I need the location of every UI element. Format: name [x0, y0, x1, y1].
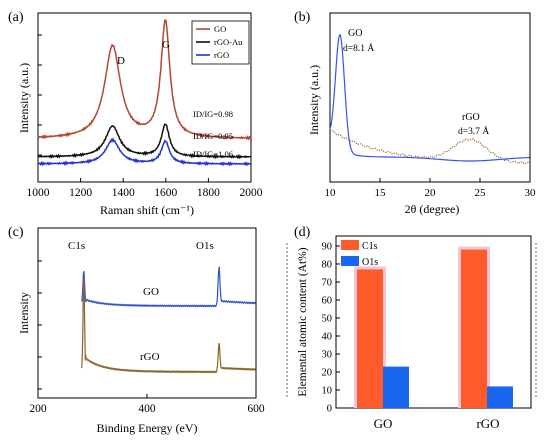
o1s-label: O1s — [196, 240, 214, 252]
panel-b-label: (b) — [294, 10, 311, 25]
panel-b-xtick-label: 20 — [425, 187, 437, 199]
panel-d-ytick-label: 40 — [322, 332, 333, 343]
panel-c: (c) C1s O1s GO rGO 200 400 600 Binding Ene… — [8, 225, 537, 435]
xps-go-curve — [81, 266, 257, 308]
panel-c-xtick-label: 600 — [247, 403, 265, 415]
panel-a-xtick-label: 1200 — [69, 187, 92, 199]
panel-c-xtick-label: 200 — [29, 403, 47, 415]
xps-rgo-name: rGO — [140, 351, 160, 363]
panel-b-xtick-label: 30 — [525, 187, 537, 199]
panel-c-ylabel: Intensity — [17, 292, 31, 334]
raman-rgo-curve — [38, 137, 252, 167]
panel-a-xtick-label: 2000 — [240, 187, 263, 199]
rgo-au-ratio-label: ID/IG=0.95 — [193, 131, 233, 141]
panel-a-ylabel: Intensity (a.u.) — [17, 63, 31, 133]
bar-c1s-go — [357, 269, 383, 408]
category-rgo-label: rGO — [476, 416, 499, 431]
legend-c1s-swatch — [341, 240, 359, 250]
panel-b: (b) GO d=8.1 Å rGO d=3.7 Å 10 15 20 25 30 2θ… — [294, 10, 536, 216]
panel-a-ticks — [37, 34, 252, 182]
panel-a-xtick-labels: 1000 1200 1400 1600 1800 2000 — [27, 187, 263, 199]
panel-d-ytick-label: 20 — [322, 368, 333, 379]
panel-a-xlabel: Raman shift (cm⁻¹) — [100, 203, 194, 217]
legend-c1s-label: C1s — [362, 241, 378, 252]
panel-d-frame — [335, 235, 532, 409]
panel-c-xtick-labels: 200 400 600 — [29, 403, 265, 415]
panel-b-xlabel: 2θ (degree) — [405, 202, 460, 216]
panel-b-xtick-label: 25 — [475, 187, 487, 199]
panel-d-ytick-label: 80 — [322, 260, 333, 271]
legend-go-label: GO — [214, 24, 226, 34]
panel-a-curves — [37, 19, 252, 167]
panel-b-ticks — [329, 178, 531, 182]
panel-d-bars — [354, 246, 513, 408]
panel-c-xtick-label: 400 — [138, 403, 156, 415]
xrd-go-name: GO — [348, 28, 362, 39]
xps-rgo-curve — [81, 277, 257, 374]
panel-a-frame — [37, 12, 252, 183]
c1s-label: C1s — [68, 240, 85, 252]
xrd-go-spacing: d=8.1 Å — [343, 42, 374, 54]
panel-a-xtick-label: 1600 — [154, 187, 177, 199]
rgo-ratio-label: ID/IG=1.06 — [193, 149, 233, 159]
d-band-label: D — [117, 55, 125, 67]
panel-a-xtick-label: 1800 — [197, 187, 220, 199]
raman-rgo-au-curve — [37, 123, 252, 160]
panel-b-xtick-label: 15 — [375, 187, 387, 199]
panel-d-ytick-label: 30 — [322, 350, 333, 361]
legend-rgo-au-label: rGO-Au — [214, 37, 243, 47]
legend-o1s-label: O1s — [362, 257, 378, 268]
panel-d-ylabel: Elemental atomic content (At%) — [297, 247, 309, 396]
panel-d-ytick-label: 0 — [327, 404, 332, 415]
raman-go-curve — [37, 19, 252, 141]
panel-d-ytick-label: 70 — [322, 278, 333, 289]
panel-d: (d) 0 10 20 30 40 50 60 70 80 90 C1s O1s GO rGO E… — [294, 225, 532, 431]
go-ratio-label: ID/IG=0.98 — [193, 109, 233, 119]
legend-o1s-swatch — [341, 256, 359, 266]
panel-a-legend: GO rGO-Au rGO — [191, 20, 250, 65]
xrd-rgo-spacing: d=3.7 Å — [458, 125, 489, 137]
panel-c-label: (c) — [8, 225, 24, 240]
panel-c-ticks — [37, 260, 257, 398]
panel-a-xtick-label: 1000 — [27, 187, 50, 199]
bar-o1s-go — [383, 366, 409, 408]
panel-b-xtick-label: 10 — [325, 187, 337, 199]
panel-a: (a) D G ID/IG=0.98 ID/IG=0.95 ID/IG=1.06… — [8, 10, 263, 217]
panel-d-ytick-label: 10 — [322, 386, 333, 397]
legend-rgo-label: rGO — [214, 50, 229, 60]
panel-d-label: (d) — [294, 225, 311, 240]
panel-d-ytick-label: 50 — [322, 314, 333, 325]
panel-b-ylabel: Intensity (a.u.) — [307, 65, 321, 135]
panel-d-y-axis: 0 10 20 30 40 50 60 70 80 90 — [322, 242, 340, 415]
panel-d-ytick-label: 60 — [322, 296, 333, 307]
panel-a-label: (a) — [8, 10, 24, 25]
xrd-rgo-name: rGO — [462, 112, 480, 123]
panel-c-xlabel: Binding Energy (eV) — [96, 421, 197, 435]
panel-c-frame — [37, 227, 257, 399]
g-band-label: G — [162, 39, 170, 51]
bar-o1s-rgo — [487, 386, 513, 408]
panel-b-xtick-labels: 10 15 20 25 30 — [325, 187, 537, 199]
panel-d-ytick-label: 90 — [322, 242, 333, 253]
category-go-label: GO — [374, 416, 393, 431]
xrd-go-curve — [329, 33, 530, 162]
panel-a-xtick-label: 1400 — [112, 187, 135, 199]
bar-c1s-rgo — [461, 249, 487, 408]
panel-d-legend: C1s O1s — [341, 240, 378, 268]
xrd-rgo-curve — [329, 130, 530, 165]
xps-go-name: GO — [143, 286, 159, 298]
